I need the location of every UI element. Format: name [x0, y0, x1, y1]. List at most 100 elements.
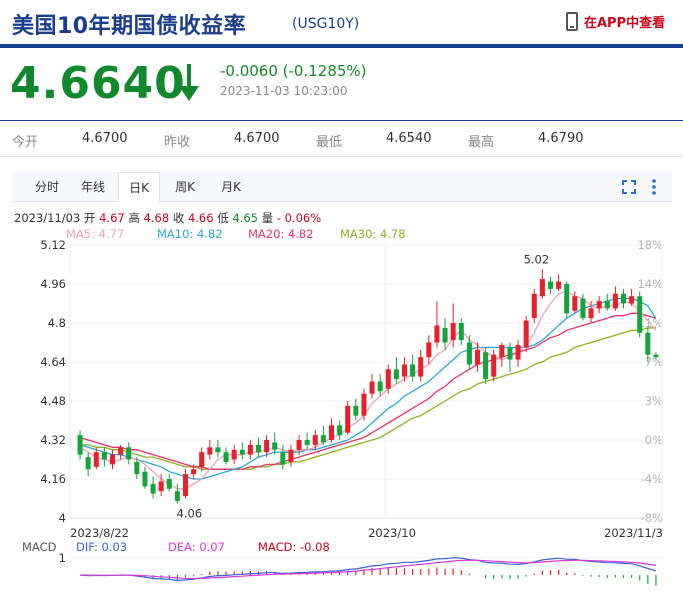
tab-intraday[interactable]: 分时: [34, 180, 59, 194]
candle: [588, 308, 594, 319]
ohlc-high-label: 高: [128, 211, 140, 225]
fullscreen-icon[interactable]: [622, 180, 636, 194]
candle: [499, 344, 505, 358]
page-title: 美国10年期国债收益率: [12, 14, 247, 39]
candle: [483, 352, 489, 380]
candle: [564, 284, 570, 314]
y-tick-label: 4.48: [40, 394, 66, 408]
candle: [393, 369, 399, 380]
candle: [539, 279, 545, 297]
x-tick-label: 2023/11/3: [604, 526, 663, 540]
high-annotation: 5.02: [524, 252, 550, 266]
candle: [239, 449, 245, 455]
candle: [401, 364, 408, 377]
y-tick-label: 4.8: [48, 316, 66, 330]
pct-tick-label: -4%: [641, 472, 663, 486]
candle: [523, 320, 529, 348]
tab-yearly-line[interactable]: 年线: [80, 180, 105, 194]
more-icon[interactable]: [652, 178, 656, 196]
candle: [410, 364, 416, 377]
y-tick-label: 4: [59, 511, 66, 525]
candle: [304, 440, 310, 445]
candle: [85, 457, 91, 470]
candle: [255, 444, 262, 453]
ticker-code: (USG10Y): [292, 16, 360, 32]
candle: [77, 435, 83, 455]
pct-tick-label: 0%: [645, 433, 663, 447]
ma30-legend: MA30: 4.78: [340, 227, 406, 241]
candle: [142, 471, 148, 487]
candle: [612, 293, 618, 309]
candle: [328, 425, 335, 440]
tab-daily-k[interactable]: 日K: [118, 172, 160, 202]
candle: [418, 357, 424, 377]
candle: [158, 481, 164, 492]
ohlc-open-label: 开: [83, 211, 96, 225]
candle: [118, 447, 124, 455]
candle: [231, 449, 237, 460]
candle: [280, 452, 286, 465]
ma10-line: [79, 297, 657, 480]
candle: [466, 342, 472, 365]
candle: [174, 491, 180, 501]
ma5-legend: MA5: 4.77: [66, 227, 125, 241]
stat-label-prev-close: 昨收: [164, 135, 191, 150]
candle: [385, 369, 391, 389]
candle: [223, 452, 229, 462]
ma10-legend: MA10: 4.82: [157, 227, 223, 241]
candle: [126, 447, 132, 460]
candle: [134, 461, 140, 475]
dif-line: [80, 557, 657, 582]
tab-monthly-k[interactable]: 月K: [221, 180, 241, 194]
macd-dif-legend: DIF: 0.03: [76, 540, 128, 554]
divider: [0, 156, 683, 157]
candle: [288, 449, 294, 462]
ohlc-vol-label: 量: [261, 211, 274, 225]
ohlc-high: 4.68: [143, 211, 170, 225]
candle: [353, 405, 359, 416]
candle: [450, 323, 456, 341]
candle: [345, 405, 351, 433]
candle: [580, 298, 586, 319]
pct-tick-label: 7%: [645, 355, 663, 369]
candle: [296, 440, 302, 450]
pct-tick-label: 14%: [637, 277, 663, 291]
ohlc-close: 4.66: [187, 211, 214, 225]
candle: [531, 293, 537, 319]
ohlc-readout: 2023/11/03 开 4.67 高 4.68 收 4.66 低 4.65 量…: [14, 210, 321, 226]
pct-tick-label: 3%: [645, 394, 663, 408]
ohlc-close-label: 收: [172, 211, 185, 225]
ma5-line: [79, 290, 657, 490]
tab-weekly-k[interactable]: 周K: [175, 180, 195, 194]
candle: [182, 474, 189, 497]
stat-label-high: 最高: [468, 135, 495, 150]
candle: [337, 425, 343, 436]
x-tick-label: 2023/8/22: [70, 526, 129, 540]
divider: [0, 120, 683, 121]
candle: [166, 479, 172, 489]
candle: [458, 323, 464, 341]
candle: [596, 301, 602, 309]
pct-tick-label: 11%: [637, 316, 663, 330]
y-tick-label: 5.12: [40, 238, 66, 252]
ohlc-date: 2023/11/03: [14, 211, 81, 225]
candle: [320, 435, 326, 443]
candle: [207, 447, 213, 455]
candle: [645, 332, 651, 355]
stat-label-open: 今开: [12, 135, 39, 150]
candle: [637, 296, 643, 333]
candle: [191, 469, 197, 475]
low-annotation: 4.06: [177, 506, 203, 520]
candle: [426, 342, 432, 358]
macd-y-tick: 1: [59, 551, 66, 565]
stats-row: 今开 4.6700 昨收 4.6700 最低 4.6540 最高 4.6790: [0, 128, 683, 150]
candle: [247, 444, 253, 455]
stat-label-low: 最低: [316, 135, 343, 150]
candle: [629, 296, 635, 304]
chart-period-tabs: 分时 年线 日K 周K 月K: [12, 172, 672, 202]
open-in-app-link[interactable]: 在APP中查看: [566, 12, 665, 31]
candle: [442, 327, 448, 343]
candle: [215, 447, 221, 453]
macd-value-legend: MACD: -0.08: [258, 540, 330, 554]
macd-title: MACD: [22, 540, 57, 554]
